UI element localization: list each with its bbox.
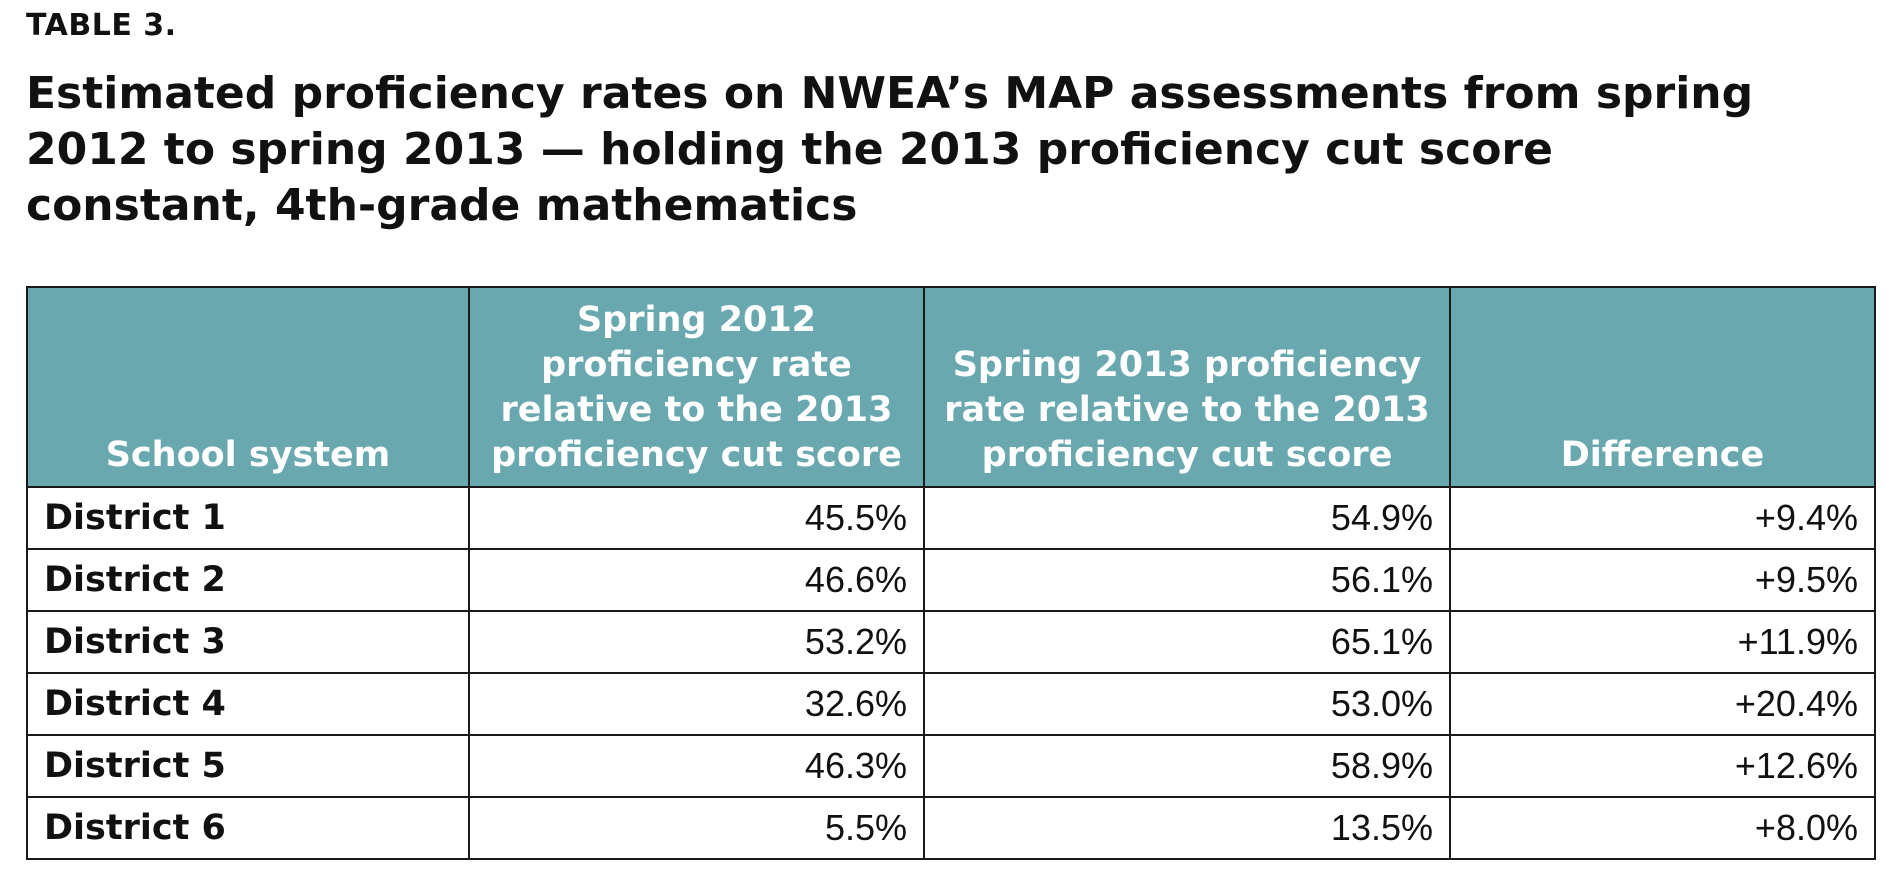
spring-2012-rate-cell: 53.2%: [468, 610, 925, 674]
column-header-spring-2013: Spring 2013 proficiency rate relative to…: [923, 286, 1451, 488]
table-title: Estimated proficiency rates on NWEA’s MA…: [26, 68, 1754, 231]
difference-cell: +9.5%: [1449, 548, 1876, 612]
difference-cell: +9.4%: [1449, 486, 1876, 550]
column-header-spring-2012: Spring 2012 proficiency rate relative to…: [468, 286, 925, 488]
spring-2013-rate-cell: 54.9%: [923, 486, 1451, 550]
district-name-cell: District 2: [26, 548, 470, 612]
district-name-cell: District 3: [26, 610, 470, 674]
spring-2013-rate-cell: 58.9%: [923, 734, 1451, 798]
table-row: District 1 45.5% 54.9% +9.4%: [26, 486, 1876, 550]
spring-2012-rate-cell: 32.6%: [468, 672, 925, 736]
spring-2012-rate-cell: 5.5%: [468, 796, 925, 860]
district-name-cell: District 4: [26, 672, 470, 736]
difference-cell: +20.4%: [1449, 672, 1876, 736]
difference-cell: +11.9%: [1449, 610, 1876, 674]
spring-2012-rate-cell: 46.3%: [468, 734, 925, 798]
spring-2012-rate-cell: 45.5%: [468, 486, 925, 550]
table-row: District 2 46.6% 56.1% +9.5%: [26, 548, 1876, 612]
column-header-difference: Difference: [1449, 286, 1876, 488]
table-number-label: TABLE 3.: [26, 8, 177, 43]
spring-2013-rate-cell: 53.0%: [923, 672, 1451, 736]
spring-2013-rate-cell: 56.1%: [923, 548, 1451, 612]
difference-cell: +12.6%: [1449, 734, 1876, 798]
spring-2013-rate-cell: 13.5%: [923, 796, 1451, 860]
spring-2013-rate-cell: 65.1%: [923, 610, 1451, 674]
spring-2012-rate-cell: 46.6%: [468, 548, 925, 612]
table-row: District 6 5.5% 13.5% +8.0%: [26, 796, 1876, 860]
difference-cell: +8.0%: [1449, 796, 1876, 860]
table-row: District 3 53.2% 65.1% +11.9%: [26, 610, 1876, 674]
district-name-cell: District 6: [26, 796, 470, 860]
district-name-cell: District 5: [26, 734, 470, 798]
table-header-row: School system Spring 2012 proficiency ra…: [26, 286, 1876, 488]
table-row: District 5 46.3% 58.9% +12.6%: [26, 734, 1876, 798]
proficiency-table: School system Spring 2012 proficiency ra…: [26, 286, 1876, 860]
district-name-cell: District 1: [26, 486, 470, 550]
column-header-school-system: School system: [26, 286, 470, 488]
table-row: District 4 32.6% 53.0% +20.4%: [26, 672, 1876, 736]
